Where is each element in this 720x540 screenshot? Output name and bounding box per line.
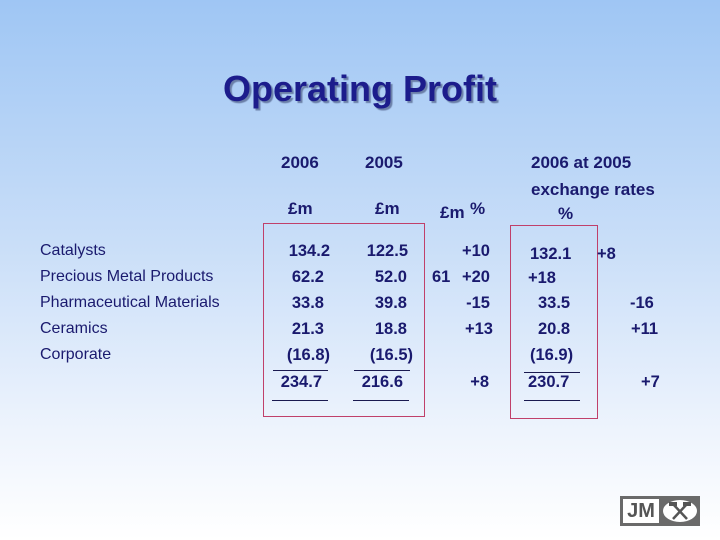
value-2006: 134.2 <box>288 242 330 260</box>
change-percent: -15 <box>466 294 490 312</box>
row-label-precious-metal-products: Precious Metal Products <box>40 268 214 285</box>
total-rule <box>353 400 409 401</box>
total-change-percent: +8 <box>470 373 489 391</box>
value-2005: 18.8 <box>374 320 407 338</box>
fx-change: +11 <box>631 320 659 338</box>
change-unit-gbp: £m <box>440 203 465 222</box>
fx-value: +18 <box>528 269 556 287</box>
value-2006: (16.8) <box>286 346 330 364</box>
crossed-hammers-icon <box>663 500 697 522</box>
fx-total-change: +7 <box>641 373 660 391</box>
subtotal-rule <box>354 370 410 371</box>
total-2005: 216.6 <box>361 373 403 391</box>
header-2005: 2005 <box>365 153 403 172</box>
row-label-corporate: Corporate <box>40 346 112 363</box>
fx-value: (16.9) <box>530 346 574 364</box>
value-2005: (16.5) <box>369 346 413 364</box>
total-2006: 234.7 <box>280 373 322 391</box>
row-label-ceramics: Ceramics <box>40 320 108 337</box>
fx-change: -16 <box>630 294 654 312</box>
change-percent: +10 <box>462 242 490 260</box>
fx-unit: % <box>558 204 574 223</box>
change-percent: +13 <box>465 320 493 338</box>
subtotal-rule <box>273 370 328 371</box>
fx-value: 132.1 <box>530 245 572 263</box>
value-2006: 33.8 <box>291 294 324 312</box>
value-2006: 21.3 <box>291 320 324 338</box>
fx-values-box <box>510 225 598 419</box>
change-percent: +20 <box>462 268 490 286</box>
change-unit-percent: % <box>470 199 486 218</box>
jm-logo: JM <box>620 496 700 526</box>
fx-header-line2: exchange rates <box>531 180 655 199</box>
change-overlap-text: 61 <box>432 268 451 286</box>
total-rule <box>272 400 328 401</box>
header-2006: 2006 <box>281 153 319 172</box>
fx-value: 20.8 <box>538 320 571 338</box>
fx-change: +8 <box>597 245 616 263</box>
total-rule <box>524 400 580 401</box>
row-label-pharmaceutical-materials: Pharmaceutical Materials <box>40 294 220 311</box>
unit-2006: £m <box>288 199 313 218</box>
page-title: Operating Profit <box>222 68 497 109</box>
fx-header-line1: 2006 at 2005 <box>531 153 632 172</box>
logo-text: JM <box>623 499 659 523</box>
fx-value: 33.5 <box>538 294 571 312</box>
unit-2005: £m <box>375 199 400 218</box>
value-2005: 122.5 <box>366 242 408 260</box>
fx-total: 230.7 <box>528 373 570 391</box>
value-2005: 39.8 <box>374 294 407 312</box>
subtotal-rule <box>524 372 580 373</box>
value-2005: 52.0 <box>374 268 407 286</box>
reported-values-box <box>263 223 425 417</box>
row-label-catalysts: Catalysts <box>40 242 106 259</box>
value-2006: 62.2 <box>291 268 324 286</box>
